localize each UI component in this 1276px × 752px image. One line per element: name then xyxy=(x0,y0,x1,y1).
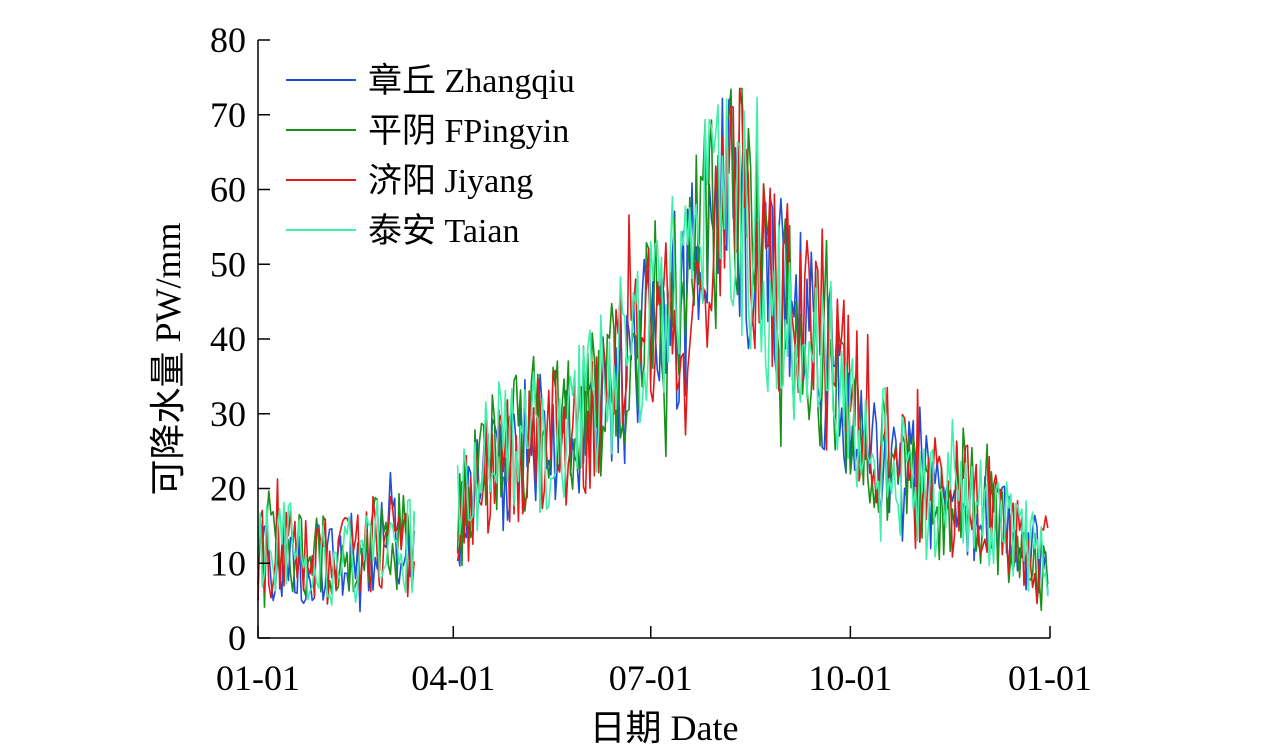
x-tick-label: 01-01 xyxy=(216,658,300,698)
y-tick-label: 20 xyxy=(210,469,246,509)
legend-label: 章丘 Zhangqiu xyxy=(368,62,575,100)
y-tick-label: 80 xyxy=(210,20,246,60)
x-tick-label: 07-01 xyxy=(609,658,693,698)
y-tick-label: 40 xyxy=(210,319,246,359)
series-line-4-part-2 xyxy=(456,96,1049,597)
series-line-2-part-1 xyxy=(257,490,415,608)
x-tick-label: 10-01 xyxy=(808,658,892,698)
series-line-3-part-2 xyxy=(456,87,1049,605)
x-tick-label: 01-01 xyxy=(1008,658,1092,698)
y-tick-label: 70 xyxy=(210,95,246,135)
x-tick-label: 04-01 xyxy=(411,658,495,698)
legend-label: 济阳 Jiyang xyxy=(368,162,533,200)
legend-label: 平阴 FPingyin xyxy=(368,113,569,150)
y-tick-label: 30 xyxy=(210,394,246,434)
y-tick-label: 0 xyxy=(228,618,246,658)
series-line-2-part-2 xyxy=(456,87,1049,612)
axes: 0 10 20 30 40 50 60 70 80 01-01 04-01 07-01 10-01 01-… xyxy=(210,20,1092,698)
y-tick-label: 10 xyxy=(210,543,246,583)
legend-label: 泰安 Taian xyxy=(368,212,520,250)
series-line-4-part-1 xyxy=(257,498,415,606)
y-tick-label: 50 xyxy=(210,244,246,284)
legend: 章丘 Zhangqiu 平阴 FPingyin 济阳 Jiyang 泰安 Taian xyxy=(286,62,575,250)
plot-series-group xyxy=(257,87,1049,613)
x-axis-title: 日期 Date xyxy=(590,708,739,748)
y-tick-label: 60 xyxy=(210,170,246,210)
y-axis-title: 可降水量 PW/mm xyxy=(148,222,188,495)
